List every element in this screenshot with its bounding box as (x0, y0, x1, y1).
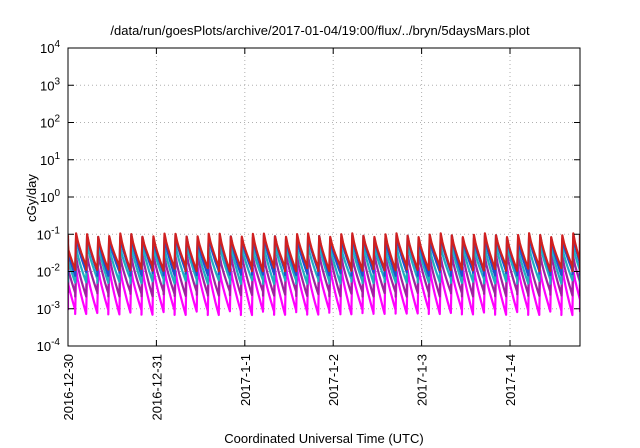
x-tick-label: 2017-1-2 (326, 354, 341, 406)
y-tick-label: 10-3 (37, 300, 61, 317)
x-tick-label: 2017-1-3 (415, 354, 430, 406)
x-tick-labels: 2016-12-30 2016-12-31 2017-1-1 2017-1-2 2017… (61, 354, 518, 421)
y-tick-label: 10-4 (37, 337, 61, 354)
y-tick-label: 10-1 (37, 225, 61, 242)
series-group (68, 232, 580, 317)
y-tick-label: 103 (40, 76, 60, 93)
series-line (68, 265, 580, 317)
y-axis-label: cGy/day (24, 174, 39, 222)
x-tick-label: 2016-12-31 (149, 354, 164, 421)
y-tick-labels: 10-4 10-3 10-2 10-1 100 101 102 103 104 (37, 39, 61, 354)
x-tick-label: 2017-1-4 (503, 354, 518, 406)
y-tick-label: 102 (40, 114, 60, 131)
series-line (68, 232, 580, 273)
y-tick-label: 100 (40, 188, 60, 205)
y-tick-label: 104 (40, 39, 60, 56)
plot-border (67, 47, 581, 347)
x-axis-label: Coordinated Universal Time (UTC) (224, 431, 423, 446)
y-tick-label: 10-2 (37, 263, 61, 280)
series-line (68, 242, 580, 285)
y-tick-label: 101 (40, 151, 60, 168)
series-line (68, 251, 580, 298)
axes (67, 47, 581, 347)
chart-title: /data/run/goesPlots/archive/2017-01-04/1… (110, 23, 530, 38)
x-tick-label: 2017-1-1 (238, 354, 253, 406)
x-tick-label: 2016-12-30 (61, 354, 76, 421)
